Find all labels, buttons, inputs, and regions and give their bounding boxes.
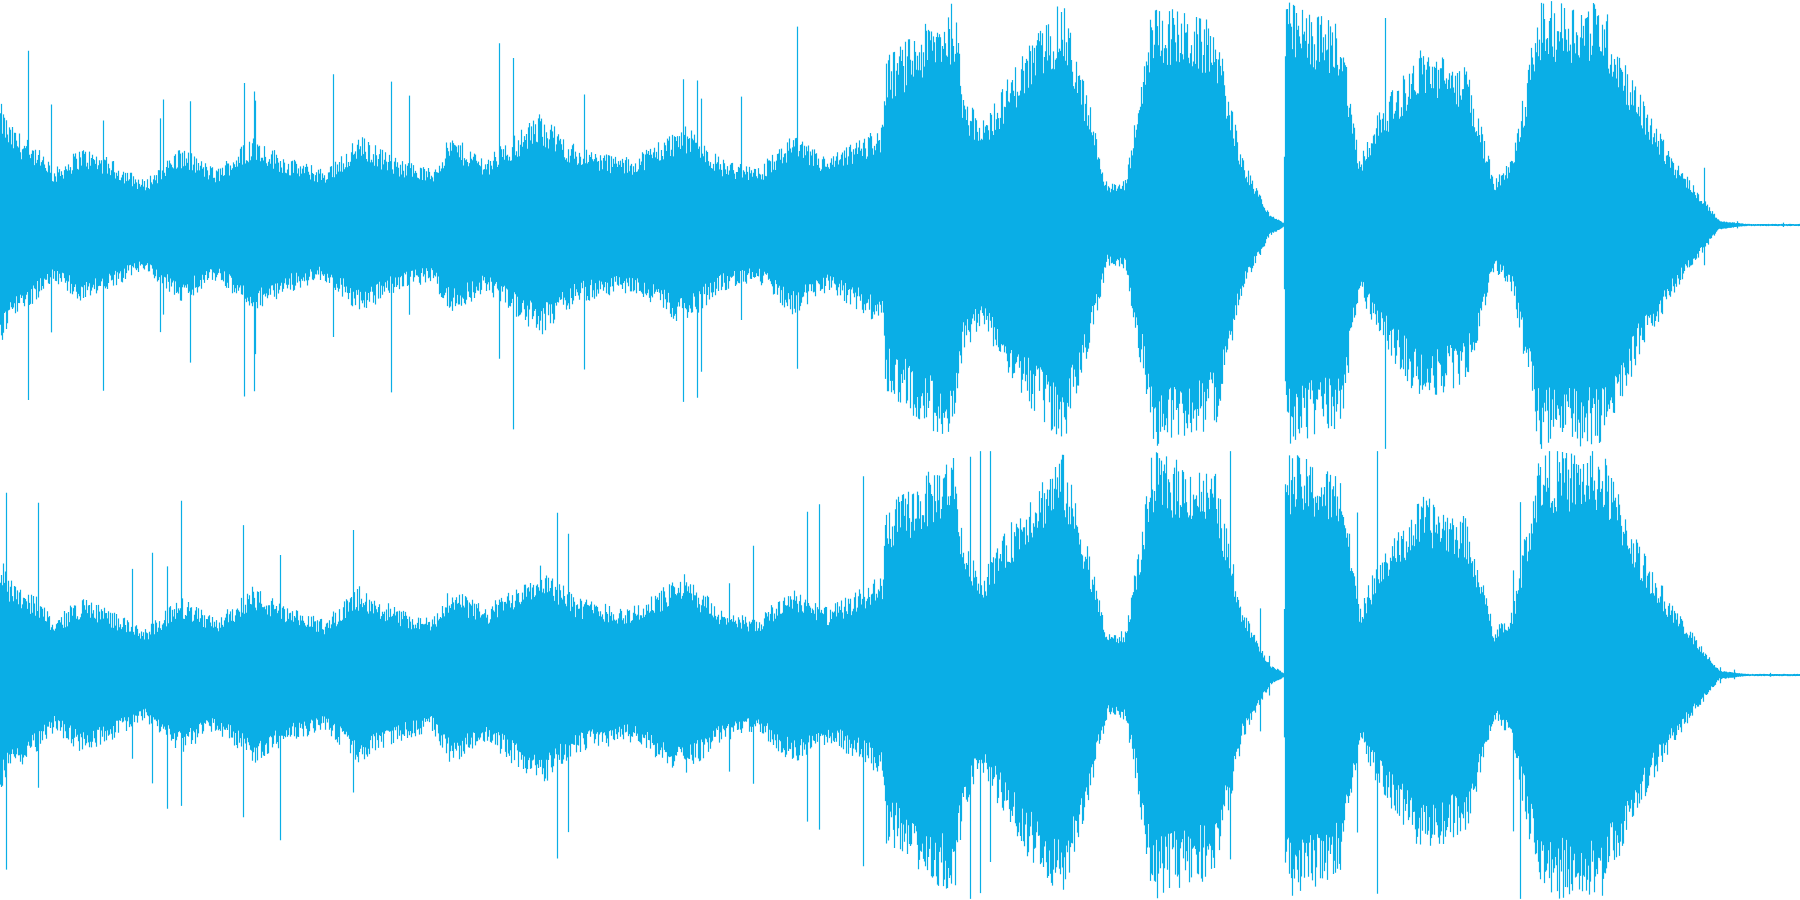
channel-right (0, 451, 1800, 899)
channel-left (0, 1, 1800, 449)
